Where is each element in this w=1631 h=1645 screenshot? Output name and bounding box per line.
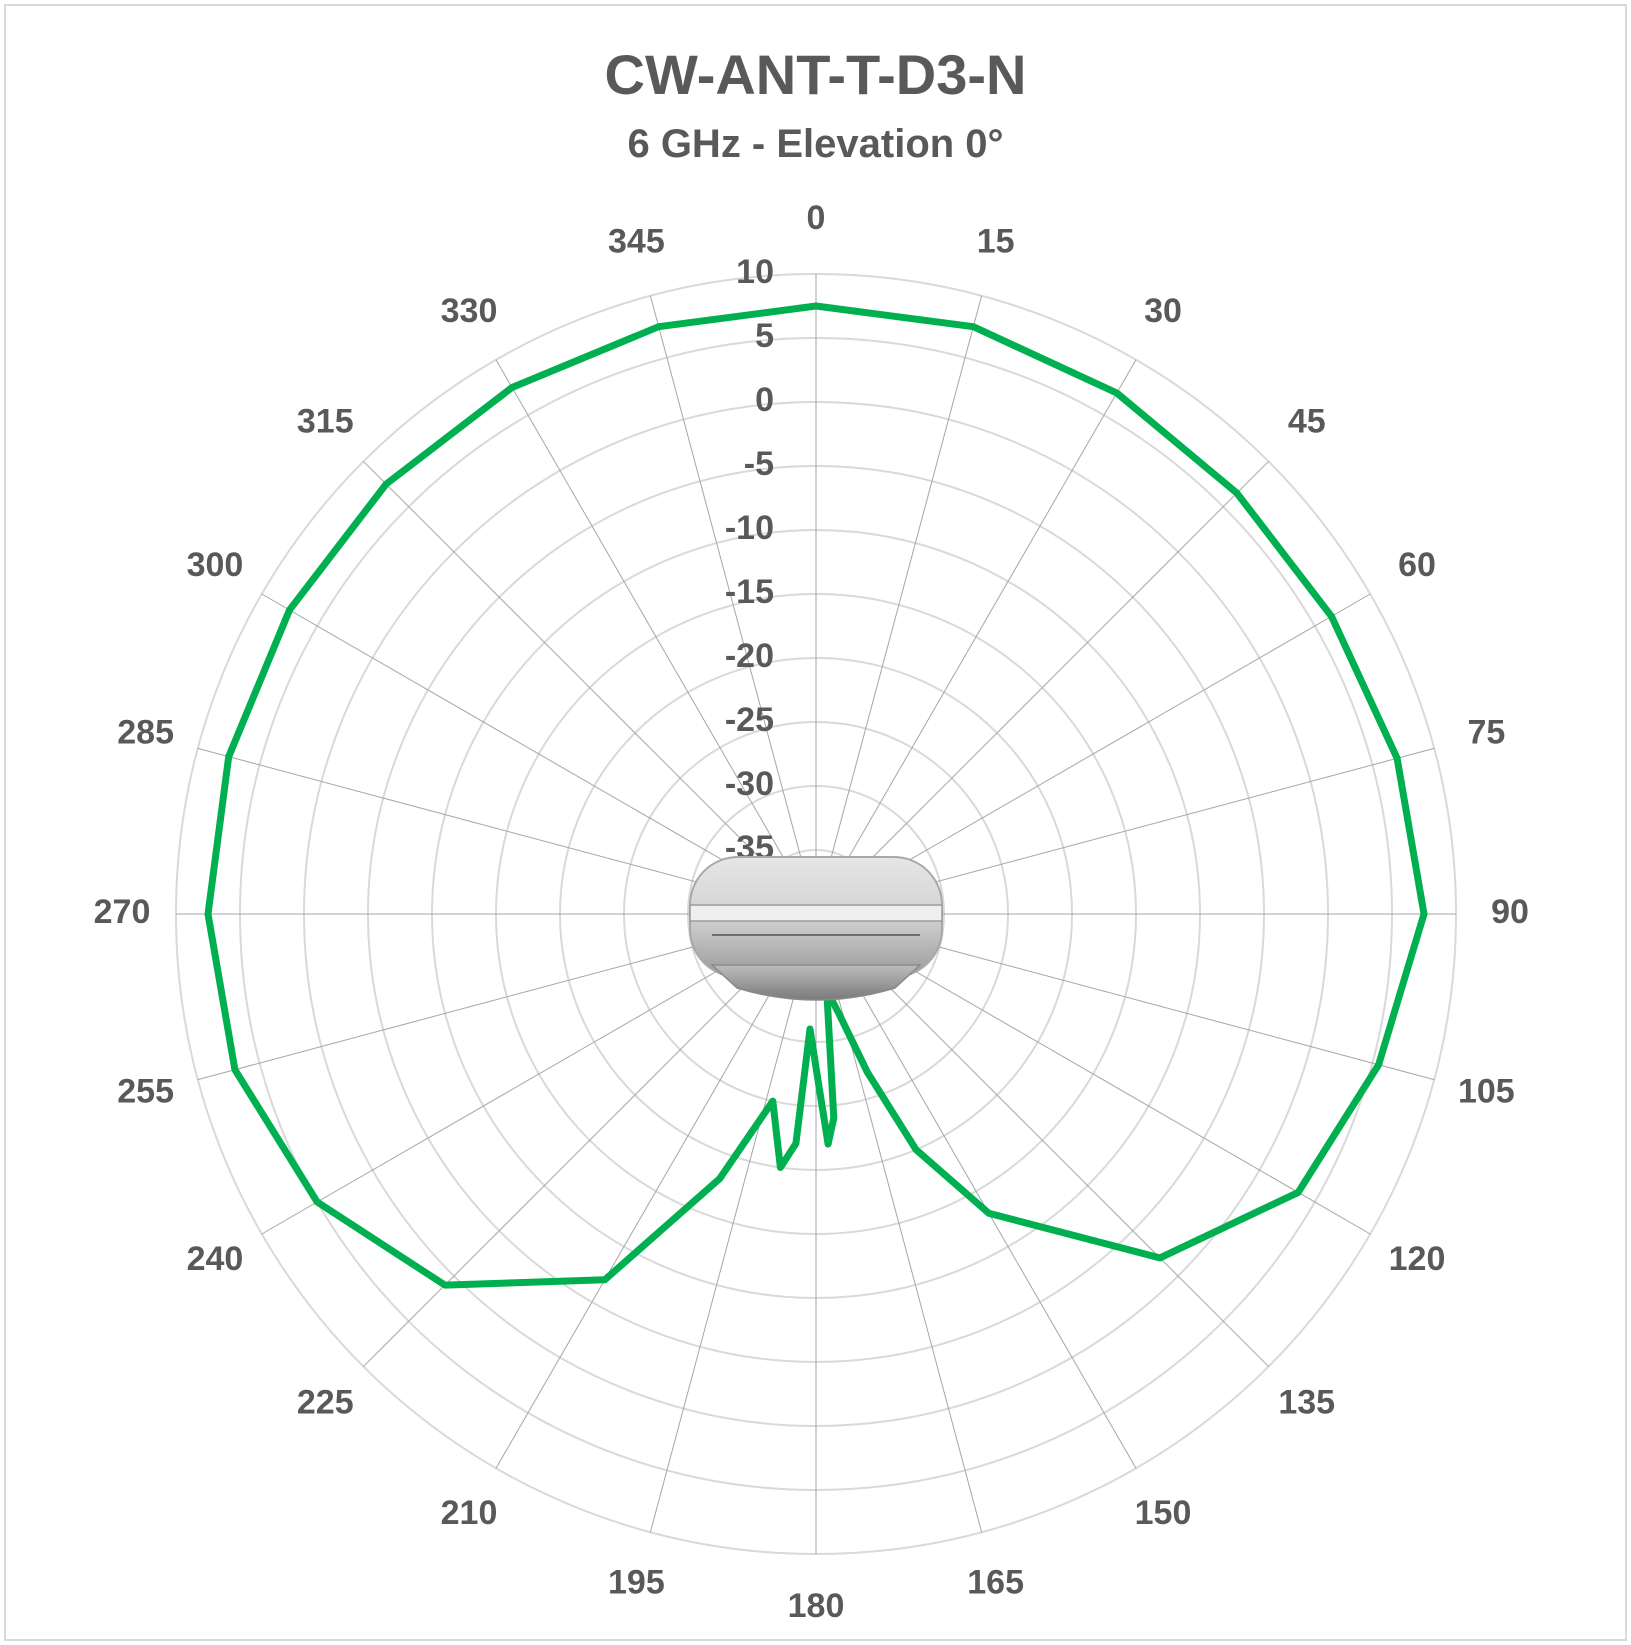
angle-tick-label: 90 bbox=[1491, 893, 1529, 931]
radial-tick-label: -10 bbox=[725, 509, 774, 547]
radial-tick-label: -20 bbox=[725, 637, 774, 675]
angle-tick-label: 135 bbox=[1278, 1384, 1335, 1422]
radial-tick-label: -25 bbox=[725, 701, 774, 739]
angle-tick-label: 315 bbox=[297, 402, 354, 440]
grid-spoke bbox=[495, 359, 817, 915]
angle-tick-label: 210 bbox=[441, 1494, 498, 1532]
angle-tick-label: 255 bbox=[117, 1073, 174, 1111]
radial-tick-label: 0 bbox=[755, 381, 774, 419]
grid-spoke bbox=[495, 913, 817, 1469]
angle-tick-label: 0 bbox=[807, 199, 826, 237]
grid-spoke bbox=[815, 295, 983, 915]
angle-tick-label: 75 bbox=[1467, 713, 1505, 751]
angle-tick-label: 270 bbox=[94, 893, 151, 931]
angle-tick-label: 180 bbox=[788, 1587, 845, 1625]
grid-spoke bbox=[815, 913, 1137, 1469]
chart-title: CW-ANT-T-D3-N bbox=[604, 43, 1027, 106]
radial-tick-label: -5 bbox=[744, 445, 774, 483]
grid-spoke bbox=[815, 359, 1137, 915]
angle-tick-label: 165 bbox=[967, 1563, 1024, 1601]
radial-tick-label: -15 bbox=[725, 573, 774, 611]
angle-tick-label: 15 bbox=[977, 223, 1015, 261]
grid-spoke bbox=[815, 461, 1269, 915]
angle-tick-label: 195 bbox=[608, 1563, 665, 1601]
angle-tick-label: 30 bbox=[1144, 292, 1182, 330]
angle-tick-label: 105 bbox=[1458, 1073, 1515, 1111]
antenna-device-icon bbox=[689, 856, 943, 1001]
angle-tick-label: 330 bbox=[441, 292, 498, 330]
grid-spoke bbox=[363, 461, 817, 915]
series-line bbox=[204, 302, 1428, 1289]
grid-spoke bbox=[649, 913, 817, 1533]
angle-tick-label: 345 bbox=[608, 223, 665, 261]
angle-tick-label: 120 bbox=[1389, 1240, 1446, 1278]
angle-tick-label: 225 bbox=[297, 1384, 354, 1422]
angle-tick-label: 150 bbox=[1135, 1494, 1192, 1532]
series-layer bbox=[204, 302, 1428, 1289]
grid-spoke bbox=[815, 913, 983, 1533]
angle-tick-label: 240 bbox=[187, 1240, 244, 1278]
radial-tick-label: 5 bbox=[755, 317, 774, 355]
radial-tick-label: -30 bbox=[725, 765, 774, 803]
angle-tick-label: 60 bbox=[1398, 546, 1436, 584]
radial-tick-label: 10 bbox=[736, 253, 774, 291]
angle-tick-label: 300 bbox=[187, 546, 244, 584]
angle-tick-label: 285 bbox=[117, 713, 174, 751]
chart-subtitle: 6 GHz - Elevation 0° bbox=[627, 122, 1004, 166]
angle-tick-label: 45 bbox=[1288, 402, 1326, 440]
grid-spoke bbox=[649, 295, 817, 915]
